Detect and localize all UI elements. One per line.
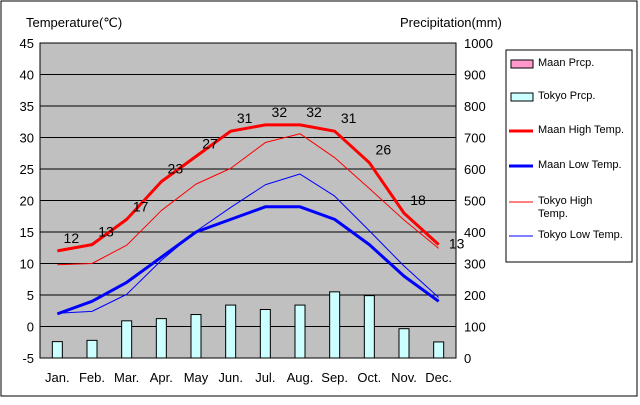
left-tick-label: 0 <box>27 320 34 335</box>
x-tick-label: Dec. <box>425 370 452 385</box>
left-tick-label: 25 <box>20 162 34 177</box>
data-label: 12 <box>64 230 80 246</box>
grid-layer <box>40 74 456 327</box>
precip-bar <box>259 308 271 359</box>
series-line <box>57 173 440 314</box>
x-tick-label: Nov. <box>391 370 417 385</box>
right-tick-label: 700 <box>464 131 486 146</box>
precip-bar <box>225 304 237 359</box>
data-label: 18 <box>410 192 426 208</box>
x-tick-label: Sep. <box>321 370 348 385</box>
data-label: 13 <box>449 236 465 252</box>
data-label: 13 <box>98 224 114 240</box>
series-line <box>56 205 440 316</box>
precip-bar <box>190 314 202 359</box>
data-label: 26 <box>376 142 392 158</box>
series-line <box>57 123 440 253</box>
left-tick-label: 10 <box>20 257 34 272</box>
left-tick-label: 20 <box>20 194 34 209</box>
data-label: 32 <box>306 104 322 120</box>
right-tick-label: 400 <box>464 225 486 240</box>
data-label: 17 <box>133 198 149 214</box>
legend-swatch <box>510 59 534 69</box>
legend-layer: Maan Prcp. Tokyo Prcp. Maan High Temp. Maan… <box>509 57 624 241</box>
x-tick-label: Jun. <box>218 370 243 385</box>
precip-bar <box>329 291 341 359</box>
data-label-layer: 12 13 17 23 27 31 32 32 31 26 18 13 <box>64 104 465 252</box>
series-line <box>57 133 439 266</box>
right-tick-label: 200 <box>464 288 486 303</box>
right-tick-label: 900 <box>464 68 486 83</box>
axis-tick-layer: -5 0 5 10 15 20 25 30 35 40 45 0 100 200 300 400 500 600 7… <box>20 36 493 385</box>
right-tick-label: 600 <box>464 162 486 177</box>
x-tick-label: Jan. <box>45 370 70 385</box>
legend-label: Maan High Temp. <box>538 124 624 136</box>
legend-swatch <box>510 92 534 102</box>
right-tick-label: 800 <box>464 99 486 114</box>
line-layer <box>56 123 440 316</box>
data-label: 31 <box>341 110 357 126</box>
data-label: 31 <box>237 110 253 126</box>
left-tick-label: 5 <box>27 288 34 303</box>
legend-label: Tokyo Prcp. <box>538 90 595 102</box>
precip-bar <box>363 295 375 359</box>
precip-bar <box>433 341 445 359</box>
x-tick-label: Mar. <box>114 370 139 385</box>
left-tick-label: -5 <box>22 351 34 366</box>
left-tick-label: 30 <box>20 131 34 146</box>
precip-bar <box>294 304 306 359</box>
right-tick-label: 0 <box>464 351 471 366</box>
left-axis-title: Temperature(℃) <box>26 15 122 30</box>
data-label: 32 <box>272 104 288 120</box>
precip-bar <box>398 328 410 359</box>
right-axis-title: Precipitation(mm) <box>400 15 502 30</box>
precip-bar <box>51 341 63 359</box>
x-tick-label: Feb. <box>79 370 105 385</box>
legend-label: Tokyo Low Temp. <box>538 229 623 241</box>
x-tick-label: Apr. <box>150 370 173 385</box>
left-tick-label: 40 <box>20 68 34 83</box>
left-tick-label: 35 <box>20 99 34 114</box>
x-tick-label: Aug. <box>287 370 314 385</box>
x-tick-label: Oct. <box>357 370 381 385</box>
x-tick-label: Jul. <box>255 370 275 385</box>
right-tick-label: 300 <box>464 257 486 272</box>
right-tick-label: 100 <box>464 320 486 335</box>
precip-bar <box>155 318 167 359</box>
data-label: 23 <box>168 161 184 177</box>
right-tick-label: 1000 <box>464 36 493 51</box>
right-tick-label: 500 <box>464 194 486 209</box>
legend-box <box>505 49 633 263</box>
left-tick-label: 15 <box>20 225 34 240</box>
precip-bar <box>86 339 98 359</box>
legend-label: Maan Prcp. <box>538 57 594 69</box>
left-tick-label: 45 <box>20 36 34 51</box>
bar-layer <box>51 291 445 359</box>
data-label: 27 <box>202 135 218 151</box>
x-tick-label: May <box>184 370 209 385</box>
precip-bar <box>121 320 133 359</box>
legend-label: Tokyo High Temp. <box>538 195 592 220</box>
legend-label: Maan Low Temp. <box>538 159 622 171</box>
